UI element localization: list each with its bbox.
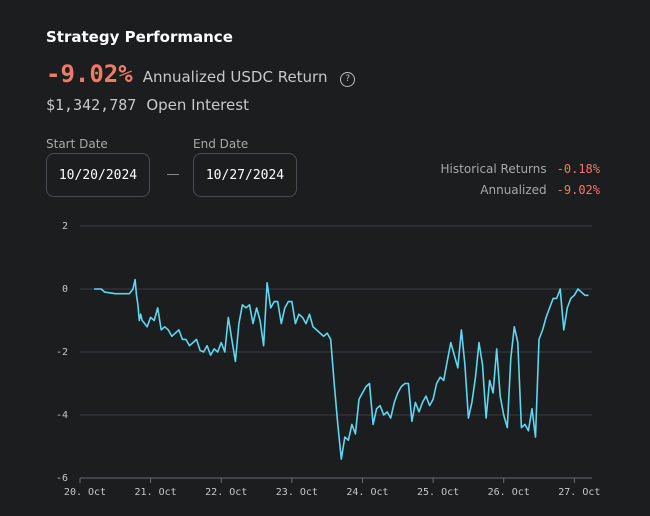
annualized-return-value: -9.02% — [46, 60, 133, 88]
y-axis-ticks: 2 0 -2 -4 -6 — [56, 221, 68, 484]
annualized-return-label: Annualized USDC Return ? — [143, 68, 356, 88]
y-tick-label: 0 — [62, 284, 68, 295]
x-tick-label: 27. Oct — [558, 487, 600, 498]
end-date-label: End Date — [193, 137, 249, 151]
annualized-return-label-text: Annualized USDC Return — [142, 68, 328, 86]
end-date-input[interactable]: 10/27/2024 — [193, 153, 297, 197]
annualized-row: Annualized -9.02% — [480, 183, 600, 197]
historical-returns-label: Historical Returns — [440, 162, 547, 176]
x-tick-label: 24. Oct — [346, 487, 388, 498]
annualized-label: Annualized — [480, 183, 547, 197]
annualized-return-row: -9.02% Annualized USDC Return ? — [46, 60, 356, 88]
historical-returns-value: -0.18% — [556, 162, 600, 176]
open-interest-row: $1,342,787 Open Interest — [46, 96, 249, 114]
x-tick-label: 26. Oct — [488, 487, 530, 498]
chart-grid — [80, 225, 592, 479]
date-range-separator — [167, 174, 179, 175]
y-tick-label: 2 — [62, 221, 68, 232]
x-axis-ticks: 20. Oct 21. Oct 22. Oct 23. Oct 24. Oct 25. O… — [64, 478, 600, 498]
open-interest-label: Open Interest — [146, 96, 249, 114]
y-tick-label: -2 — [56, 347, 68, 358]
start-date-input[interactable]: 10/20/2024 — [46, 153, 150, 197]
question-circle-icon[interactable]: ? — [340, 71, 356, 87]
x-tick-label: 20. Oct — [64, 487, 106, 498]
x-tick-label: 23. Oct — [276, 487, 318, 498]
annualized-value: -9.02% — [556, 183, 600, 197]
historical-returns-row: Historical Returns -0.18% — [441, 162, 600, 176]
open-interest-value: $1,342,787 — [46, 96, 137, 114]
start-date-label: Start Date — [46, 137, 108, 151]
x-tick-label: 22. Oct — [205, 487, 247, 498]
x-tick-label: 25. Oct — [417, 487, 459, 498]
y-tick-label: -6 — [56, 473, 68, 484]
chart-title: Strategy Performance — [46, 28, 233, 46]
returns-series-line — [94, 278, 589, 460]
y-tick-label: -4 — [56, 410, 68, 421]
x-tick-label: 21. Oct — [135, 487, 177, 498]
